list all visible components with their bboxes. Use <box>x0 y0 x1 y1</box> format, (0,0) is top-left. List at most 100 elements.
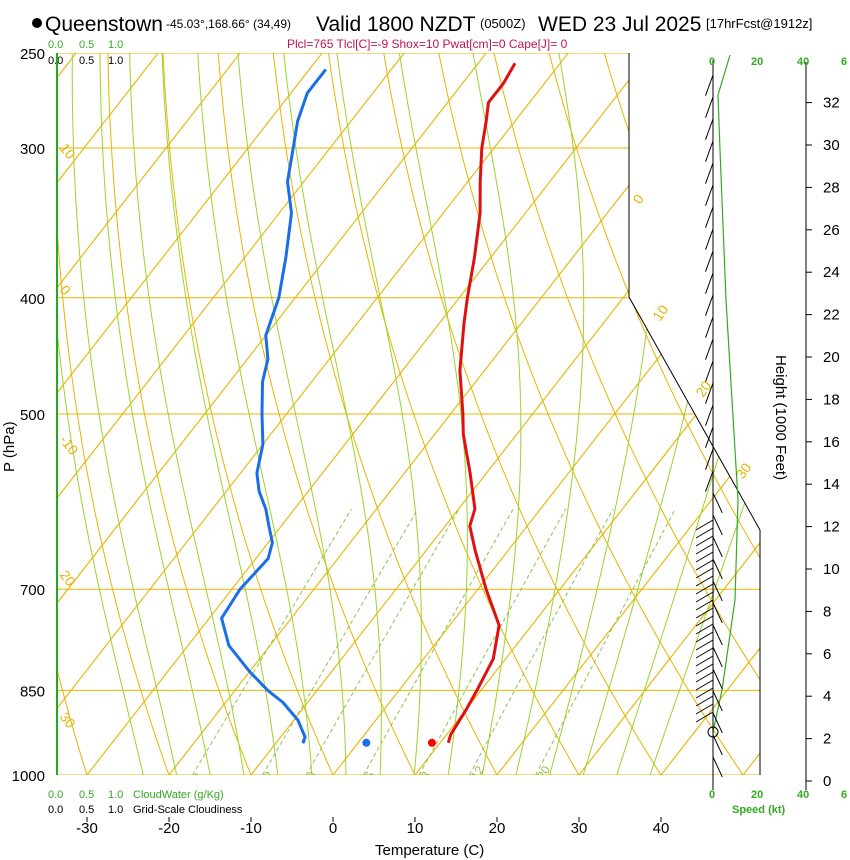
station-marker-icon <box>32 18 42 28</box>
bottom-cloudiness-1: 1.0 <box>108 804 123 816</box>
wind-barb-dense <box>695 655 714 667</box>
wind-speed-profile <box>712 54 739 733</box>
isotherm-line <box>148 53 750 775</box>
wind-barb <box>705 470 714 492</box>
mixing-ratio-line <box>535 508 676 775</box>
wind-barb-dense <box>695 631 714 643</box>
isotherm-label: 0 <box>629 191 647 207</box>
speed-top-40: 40 <box>797 56 809 68</box>
cloudiness-label: Grid-Scale Cloudiness <box>133 804 243 816</box>
mixing-ratio-line <box>305 508 460 775</box>
cloudiness-scale-0: 0.0 <box>48 55 63 67</box>
x-tick-label: 0 <box>329 820 337 837</box>
p-tick-label: 400 <box>20 291 45 308</box>
dry-adiabat <box>434 53 760 775</box>
dry-adiabat <box>161 53 346 775</box>
speed-bottom-20: 20 <box>751 789 763 801</box>
wind-barb <box>705 118 714 140</box>
wind-barb-dense <box>695 527 714 539</box>
dry-adiabat <box>107 53 262 775</box>
cloud-scale-top: 0.0 0.5 1.0 0.0 0.5 1.0 <box>48 39 123 67</box>
isotherm-label: 20 <box>57 567 79 589</box>
speed-top-20: 20 <box>751 56 763 68</box>
sounding-profiles <box>220 62 517 747</box>
cloudwater-scale-1: 1.0 <box>108 39 123 51</box>
moist-adiabat <box>607 53 760 775</box>
isotherm-line <box>57 53 504 775</box>
cloudwater-scale-0: 0.0 <box>48 39 63 51</box>
dry-adiabat <box>543 53 760 775</box>
p-tick-label: 300 <box>20 141 45 158</box>
bottom-cloudiness-05: 0.5 <box>79 804 94 816</box>
station-coords: -45.03°,168.66° (34,49) <box>166 17 291 31</box>
y-axis-title: P (hPa) <box>1 421 18 472</box>
x-tick-label: 40 <box>653 820 670 837</box>
speed-bottom-6: 6 <box>841 789 847 801</box>
speed-label: Speed (kt) <box>732 804 786 816</box>
wind-barb <box>705 162 714 184</box>
isotherm-line <box>57 53 340 775</box>
cloudwater-label: CloudWater (g/Kg) <box>133 789 224 801</box>
wind-barb <box>712 602 723 624</box>
moist-adiabat <box>196 53 314 775</box>
dry-adiabat <box>597 53 760 775</box>
dry-adiabat <box>216 53 429 775</box>
x-tick-label: 30 <box>571 820 588 837</box>
isotherm-line <box>57 53 258 775</box>
isotherm-label: -10 <box>57 432 82 458</box>
wind-barb <box>705 140 714 162</box>
height-tick-label: 24 <box>823 264 840 281</box>
wind-barb <box>712 492 723 514</box>
wind-barb-dense <box>695 703 714 715</box>
isotherm-line <box>57 53 176 775</box>
x-tick-label: -20 <box>158 820 180 837</box>
isotherm-line <box>57 53 586 775</box>
height-tick-label: 0 <box>823 773 831 790</box>
wind-barb-dense <box>695 679 714 691</box>
wind-barb-dense <box>695 559 714 571</box>
mixing-ratio-line <box>469 508 614 775</box>
wind-barb <box>705 360 714 382</box>
wind-barb-dense <box>695 607 714 619</box>
wind-barb-dense <box>695 583 714 595</box>
height-tick-label: 4 <box>823 688 831 705</box>
height-tick-label: 20 <box>823 349 840 366</box>
moist-adiabat <box>509 53 585 775</box>
wind-barb-dense <box>695 639 714 651</box>
wind-barb <box>712 756 723 778</box>
moist-adiabat <box>99 53 216 775</box>
height-tick-label: 28 <box>823 179 840 196</box>
height-tick-label: 12 <box>823 519 840 536</box>
height-tick-label: 10 <box>823 561 840 578</box>
mixing-ratio-label: 8 <box>418 769 434 782</box>
wind-barb-dense <box>695 551 714 563</box>
p-tick-label: 500 <box>20 407 45 424</box>
x-axis-title: Temperature (C) <box>375 842 484 859</box>
height-tick-label: 6 <box>823 646 831 663</box>
height-axis-title: Height (1000 Feet) <box>772 355 789 480</box>
cloudiness-scale-05: 0.5 <box>79 55 94 67</box>
moist-adiabat <box>575 53 748 775</box>
wind-barb <box>705 96 714 118</box>
bottom-cloudwater-0: 0.0 <box>48 789 63 801</box>
temperature-line <box>446 62 517 744</box>
speed-top-0: 0 <box>709 56 715 68</box>
wind-barb <box>705 448 714 470</box>
isotherm-line <box>312 53 760 775</box>
wind-barb-dense <box>695 623 714 635</box>
wind-barb <box>705 316 714 338</box>
height-tick-label: 22 <box>823 307 840 324</box>
wind-barb <box>705 338 714 360</box>
wind-barb <box>712 536 723 558</box>
x-tick-label: 10 <box>407 820 424 837</box>
wind-barb <box>712 646 723 668</box>
bottom-cloudwater-1: 1.0 <box>108 789 123 801</box>
p-tick-label: 700 <box>20 582 45 599</box>
moist-adiabat <box>468 53 522 775</box>
wind-barb-dense <box>695 519 714 531</box>
wind-barb <box>705 206 714 228</box>
wind-barb <box>712 690 723 712</box>
wind-barb-dense <box>695 535 714 547</box>
bottom-cloudiness-0: 0.0 <box>48 804 63 816</box>
